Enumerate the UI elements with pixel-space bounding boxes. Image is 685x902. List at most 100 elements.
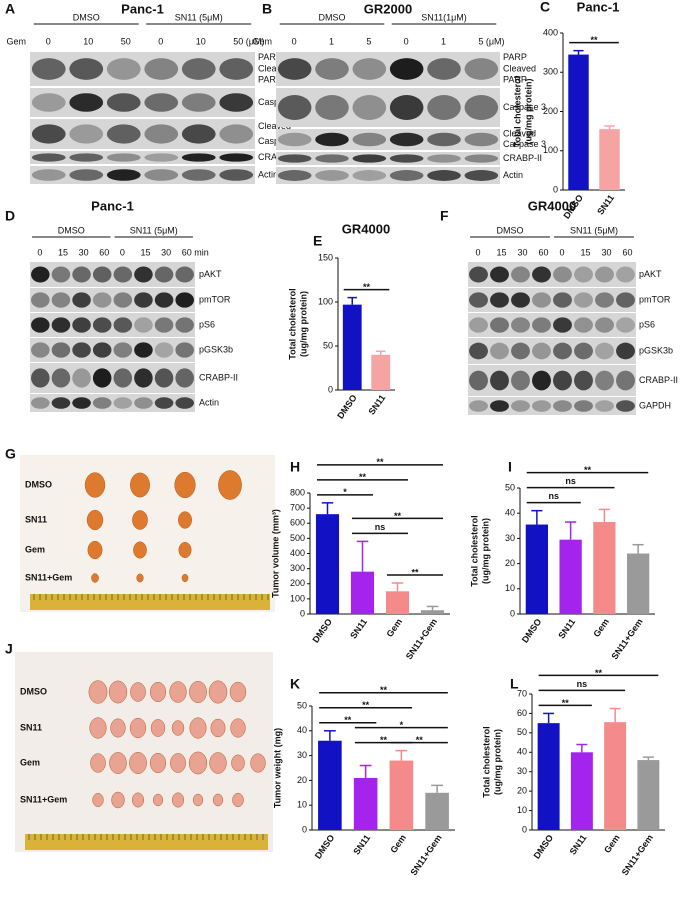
- blot-band: [553, 342, 572, 360]
- y-tick-label: 10: [297, 800, 307, 810]
- tumor: [178, 541, 192, 559]
- x-tick-label: SN11: [595, 193, 616, 217]
- tumor: [171, 792, 185, 808]
- bar: [389, 760, 414, 830]
- blot-title: GR4000: [528, 198, 576, 213]
- significance-label: ns: [565, 476, 576, 486]
- blot-band: [72, 317, 91, 333]
- blot-band: [69, 93, 104, 112]
- tumor: [231, 754, 245, 772]
- blot-band: [315, 170, 349, 181]
- blot-band: [69, 153, 104, 162]
- tumor: [89, 717, 107, 739]
- significance-label: **: [416, 735, 424, 745]
- tumor: [232, 792, 244, 808]
- x-tick-label: DMSO: [532, 833, 556, 861]
- y-tick-label: 40: [297, 725, 307, 735]
- blot-band: [616, 370, 635, 391]
- band-label: pGSK3b: [199, 344, 233, 354]
- blot-band: [175, 342, 194, 358]
- tumor: [84, 472, 106, 498]
- y-tick-label: 0: [522, 824, 527, 834]
- bar: [420, 610, 445, 614]
- significance-label: **: [380, 685, 388, 695]
- lane-label: 5 (μM): [478, 36, 504, 46]
- tumor: [131, 792, 145, 808]
- blot-band: [553, 317, 572, 333]
- tumor: [210, 718, 226, 738]
- blot-band: [134, 342, 153, 358]
- x-tick-label: DMSO: [520, 617, 544, 645]
- blot-band: [511, 342, 530, 360]
- bar: [425, 792, 449, 830]
- significance-label: **: [359, 472, 367, 482]
- blot-band: [175, 292, 194, 308]
- y-tick-label: 0: [510, 608, 515, 618]
- y-tick-label: 60: [517, 708, 527, 718]
- blot-band: [69, 124, 104, 144]
- blot-band: [595, 370, 614, 391]
- x-tick-label: DMSO: [335, 393, 359, 421]
- y-axis-label: Total cholesterol: [512, 76, 522, 147]
- tumor: [91, 573, 99, 583]
- band-label: pS6: [199, 319, 215, 329]
- blot-band: [106, 169, 141, 181]
- blot-band: [154, 317, 174, 333]
- group-label: SN11(1μM): [421, 12, 467, 22]
- blot-band: [427, 95, 461, 120]
- x-tick-label: Gem: [602, 833, 622, 855]
- tumor: [178, 511, 192, 529]
- blot-band: [92, 266, 112, 283]
- blot-band: [72, 292, 91, 308]
- y-tick-label: 100: [318, 296, 333, 306]
- bar: [570, 752, 593, 830]
- blot-band: [113, 342, 133, 358]
- blot-band: [175, 397, 194, 409]
- blot-band: [427, 58, 461, 80]
- y-tick-label: 100: [543, 145, 558, 155]
- lane-label: 30: [518, 247, 528, 257]
- blot-band: [277, 132, 312, 147]
- y-axis-label: Tumor volume (mm³): [270, 509, 280, 598]
- photo-label: SN11+Gem: [20, 794, 67, 804]
- blot-band: [31, 292, 50, 308]
- bar: [318, 740, 342, 830]
- bar: [593, 522, 616, 614]
- tumor: [170, 753, 186, 773]
- blot-band: [144, 58, 179, 80]
- photo-label: Gem: [20, 757, 40, 767]
- bar: [626, 553, 650, 614]
- blot-band: [277, 58, 312, 80]
- band-label: Actin: [503, 170, 523, 180]
- blot-band: [106, 58, 141, 80]
- x-tick-label: SN11: [556, 617, 577, 641]
- blot-band: [31, 266, 50, 283]
- blot-band: [175, 368, 194, 388]
- y-axis-label: (ug/mg protein): [298, 291, 308, 357]
- significance-label: **: [595, 668, 603, 678]
- significance-label: **: [363, 282, 371, 292]
- lane-label: 0: [46, 36, 51, 46]
- blot-band: [532, 292, 551, 308]
- blot-band: [427, 170, 461, 181]
- blot-band: [181, 58, 216, 80]
- band-label: pGSK3b: [639, 345, 673, 355]
- blot-band: [31, 58, 66, 80]
- blot-band: [31, 342, 50, 358]
- significance-label: **: [376, 457, 384, 467]
- blot-band: [106, 124, 141, 144]
- ruler: [25, 834, 268, 850]
- blot-band: [69, 169, 104, 181]
- blot-band: [31, 169, 66, 181]
- tumor: [189, 680, 207, 704]
- y-tick-label: 30: [517, 766, 527, 776]
- y-tick-label: 400: [543, 27, 558, 37]
- blot-band: [277, 154, 312, 163]
- blot-band: [144, 93, 179, 112]
- blot-band: [616, 342, 635, 360]
- band-label: Caspase 3: [503, 139, 546, 149]
- blot-band: [490, 317, 509, 333]
- blot-band: [427, 132, 461, 147]
- chart-title: GR4000: [342, 221, 390, 236]
- y-tick-label: 400: [290, 548, 305, 558]
